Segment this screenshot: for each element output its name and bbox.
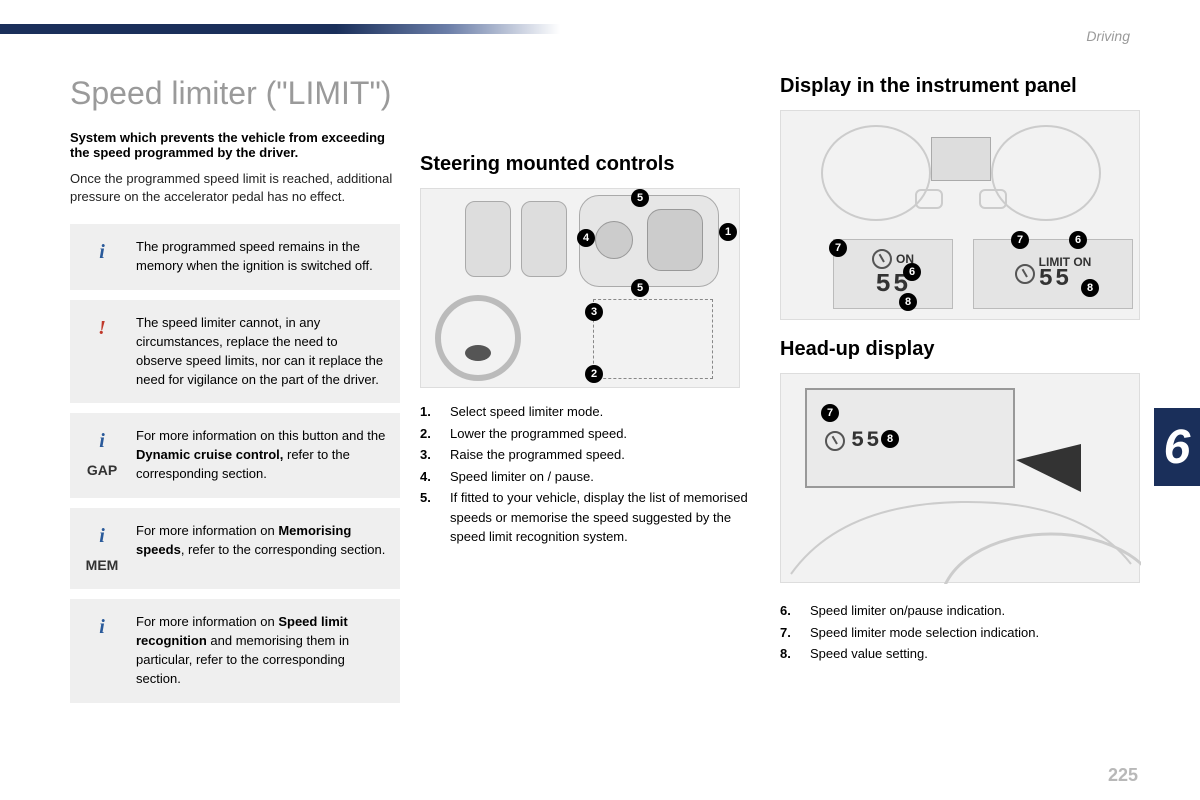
- column-left: Speed limiter ("LIMIT") System which pre…: [70, 75, 400, 713]
- gauge-icon: [1015, 264, 1035, 284]
- info-box-slr: i For more information on Speed limit re…: [70, 599, 400, 702]
- indicators-list: 6.Speed limiter on/pause indication. 7.S…: [780, 601, 1150, 664]
- panel-heading: Display in the instrument panel: [780, 75, 1150, 98]
- info-box-gap: i GAP For more information on this butto…: [70, 413, 400, 498]
- warning-icon: !: [98, 314, 106, 343]
- hud-heading: Head-up display: [780, 338, 1150, 361]
- column-right: Display in the instrument panel ON 55 7 …: [780, 75, 1150, 713]
- list-item: 8.Speed value setting.: [780, 644, 1150, 664]
- info-icon: i: [99, 238, 105, 267]
- intro-text: Once the programmed speed limit is reach…: [70, 170, 400, 206]
- list-item: 5.If fitted to your vehicle, display the…: [420, 488, 760, 547]
- mem-label: MEM: [86, 555, 119, 575]
- header-accent-bar: [0, 24, 560, 34]
- page-number: 225: [1108, 765, 1138, 786]
- info-box-memory: i The programmed speed remains in the me…: [70, 224, 400, 290]
- info-icon: i: [99, 427, 105, 456]
- steering-diagram: 5 4 1 5 3 2: [420, 188, 740, 388]
- list-item: 2.Lower the programmed speed.: [420, 424, 760, 444]
- mem-text: For more information on Memorising speed…: [136, 522, 386, 575]
- lede-text: System which prevents the vehicle from e…: [70, 130, 400, 160]
- info-icon: i: [99, 522, 105, 551]
- section-label: Driving: [1086, 28, 1130, 44]
- list-item: 4.Speed limiter on / pause.: [420, 467, 760, 487]
- list-item: 6.Speed limiter on/pause indication.: [780, 601, 1150, 621]
- instrument-panel-diagram: ON 55 7 6 8 LIMIT ON 55 7 6 8: [780, 110, 1140, 320]
- list-item: 3.Raise the programmed speed.: [420, 445, 760, 465]
- warning-text: The speed limiter cannot, in any circums…: [136, 314, 386, 389]
- steering-list: 1.Select speed limiter mode. 2.Lower the…: [420, 402, 760, 547]
- list-item: 1.Select speed limiter mode.: [420, 402, 760, 422]
- steering-heading: Steering mounted controls: [420, 153, 760, 176]
- speed-value: 55: [1039, 268, 1072, 292]
- hud-diagram: 55 7 8: [780, 373, 1140, 583]
- column-center: Steering mounted controls 5 4 1 5 3 2 1.…: [420, 75, 760, 713]
- info-icon: i: [99, 613, 105, 642]
- warning-box: ! The speed limiter cannot, in any circu…: [70, 300, 400, 403]
- page-title: Speed limiter ("LIMIT"): [70, 75, 400, 112]
- page-content: Speed limiter ("LIMIT") System which pre…: [70, 75, 1140, 713]
- slr-text: For more information on Speed limit reco…: [136, 613, 386, 688]
- list-item: 7.Speed limiter mode selection indicatio…: [780, 623, 1150, 643]
- gap-label: GAP: [87, 460, 117, 480]
- gap-text: For more information on this button and …: [136, 427, 386, 484]
- gauge-icon: [872, 249, 892, 269]
- info-box-mem: i MEM For more information on Memorising…: [70, 508, 400, 589]
- dashboard-outline: [781, 374, 1141, 584]
- info-text: The programmed speed remains in the memo…: [136, 238, 386, 276]
- chapter-tab: 6: [1154, 408, 1200, 486]
